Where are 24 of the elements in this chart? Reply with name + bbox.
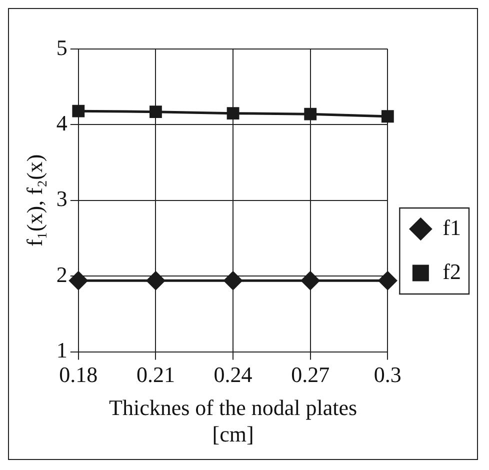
point xyxy=(150,106,162,118)
point xyxy=(304,108,317,120)
point xyxy=(146,271,165,290)
y-tick-label: 1 xyxy=(56,338,68,363)
x-tick-label: 0.27 xyxy=(291,362,330,387)
point xyxy=(69,271,88,290)
x-tick-label: 0.21 xyxy=(136,362,175,387)
x-tick-label: 0.24 xyxy=(214,362,252,387)
point xyxy=(378,271,397,290)
legend-label: f2 xyxy=(442,258,461,284)
x-tick-label: 0.18 xyxy=(59,362,98,387)
y-tick-label: 4 xyxy=(56,110,68,136)
y-tick-label: 3 xyxy=(56,186,68,212)
y-axis-title: f₁(x), f₂(x) xyxy=(22,154,47,247)
point xyxy=(301,271,320,290)
point xyxy=(381,110,394,123)
point xyxy=(224,271,242,290)
y-tick-label: 5 xyxy=(56,34,68,60)
y-tick-label: 2 xyxy=(56,262,68,287)
x-tick-label: 0.3 xyxy=(374,362,402,387)
point xyxy=(72,104,85,118)
x-axis-title: Thicknes of the nodal plates [cm] xyxy=(109,395,358,447)
legend-label: f1 xyxy=(442,214,461,240)
point xyxy=(226,107,240,120)
